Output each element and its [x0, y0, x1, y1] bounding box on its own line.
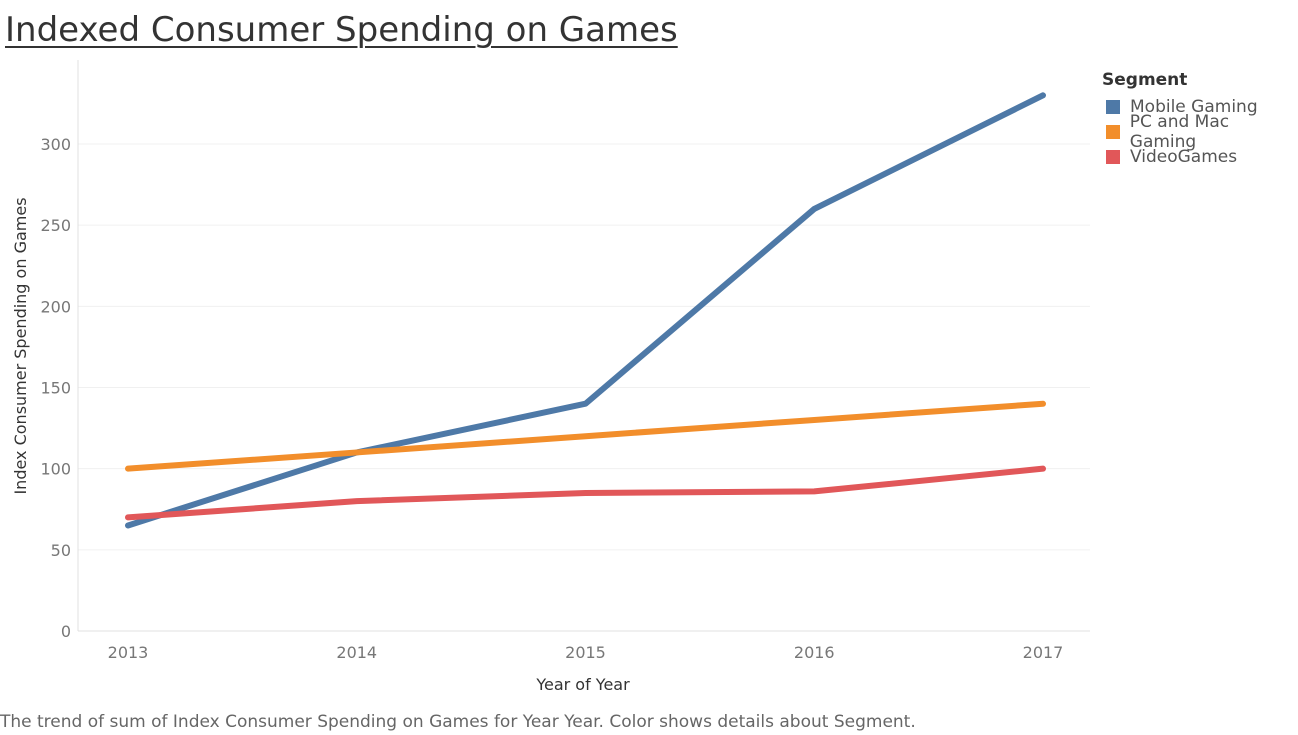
x-tick-label: 2015 — [565, 643, 606, 662]
legend-swatch — [1106, 149, 1120, 164]
x-tick-label: 2016 — [794, 643, 835, 662]
y-tick-label: 200 — [40, 297, 71, 316]
x-tick-label: 2017 — [1023, 643, 1064, 662]
y-tick-label: 100 — [40, 460, 71, 479]
x-tick-label: 2014 — [336, 643, 377, 662]
legend-label: Mobile Gaming — [1130, 96, 1258, 117]
legend-label: VideoGames — [1130, 146, 1238, 167]
y-tick-label: 0 — [61, 622, 71, 641]
gridlines — [78, 143, 1090, 551]
x-axis-title: Year of Year — [535, 675, 630, 694]
y-tick-label: 300 — [40, 135, 71, 154]
legend-item-videogames[interactable]: VideoGames — [1102, 144, 1298, 169]
y-tick-label: 250 — [40, 216, 71, 235]
legend-item-pc-and-mac-gaming[interactable]: PC and Mac Gaming — [1102, 112, 1298, 152]
series-line-mobile-gaming[interactable] — [125, 92, 1046, 529]
chart-title: Indexed Consumer Spending on Games — [5, 10, 678, 50]
legend: Segment Mobile Gaming PC and Mac Gaming … — [1102, 70, 1298, 169]
chart-caption: The trend of sum of Index Consumer Spend… — [0, 712, 916, 732]
legend-item-mobile-gaming[interactable]: Mobile Gaming — [1102, 94, 1298, 119]
y-axis-title: Index Consumer Spending on Games — [11, 197, 30, 494]
series-line-videogames[interactable] — [125, 465, 1046, 521]
y-tick-label: 150 — [40, 379, 71, 398]
x-tick-label: 2013 — [108, 643, 149, 662]
axes — [77, 60, 1090, 632]
series-line-pc-and-mac-gaming[interactable] — [125, 400, 1046, 472]
series-lines — [125, 92, 1046, 529]
legend-swatch — [1106, 99, 1120, 114]
y-tick-label: 50 — [51, 541, 71, 560]
legend-title: Segment — [1102, 70, 1188, 90]
legend-swatch — [1106, 124, 1120, 139]
y-tick-labels: 0 50 100 150 200 250 300 — [40, 135, 71, 641]
legend-label: PC and Mac Gaming — [1129, 111, 1230, 152]
x-tick-labels: 2013 2014 2015 2016 2017 — [108, 643, 1064, 662]
